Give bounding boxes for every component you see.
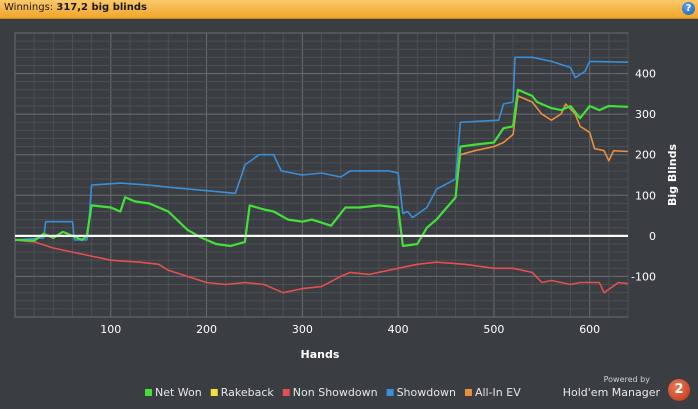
ticks-group: 100 200 300 400 500 600 -100 0 100 200 300 400	[100, 68, 656, 336]
y-tick-label: -100	[631, 270, 656, 283]
y-tick-label: 100	[635, 189, 656, 202]
brand: Powered by Hold'em Manager 2	[560, 375, 690, 405]
hem-logo-icon: 2	[668, 379, 690, 401]
powered-by-text: Powered by	[603, 375, 650, 384]
y-tick-label: 200	[635, 149, 656, 162]
x-tick-label: 200	[196, 323, 217, 336]
winnings-header: Winnings: 317,2 big blinds ?	[0, 0, 698, 19]
legend-label: Showdown	[397, 386, 456, 399]
legend: Net Won Rakeback Non Showdown Showdown All-I…	[145, 386, 521, 399]
series-line-showdown	[14, 56, 629, 241]
x-tick-label: 400	[388, 323, 409, 336]
series-line-non-showdown	[14, 239, 629, 294]
x-tick-label: 500	[483, 323, 504, 336]
legend-label: Rakeback	[221, 386, 275, 399]
series-group	[14, 56, 629, 294]
graph: 100 200 300 400 500 600 -100 0 100 200 300 400 Hand…	[14, 32, 679, 399]
x-tick-label: 300	[292, 323, 313, 336]
y-tick-label: 0	[649, 230, 656, 243]
legend-swatch	[145, 389, 152, 396]
legend-swatch	[464, 389, 472, 396]
legend-swatch	[282, 389, 290, 396]
y-tick-label: 300	[635, 108, 656, 121]
winnings-label-text: Winnings:	[4, 2, 54, 13]
winnings-label: Winnings: 317,2 big blinds	[4, 2, 147, 13]
grid	[14, 32, 629, 318]
series-line-net-won	[14, 88, 629, 248]
legend-label: Non Showdown	[293, 386, 378, 399]
help-icon[interactable]: ?	[682, 2, 695, 15]
legend-label: Net Won	[155, 386, 202, 399]
y-tick-label: 400	[635, 68, 656, 81]
winnings-value: 317,2 big blinds	[56, 2, 147, 13]
legend-swatch	[210, 389, 218, 396]
x-axis-label: Hands	[301, 348, 340, 361]
brand-name: Hold'em Manager	[562, 386, 660, 399]
y-axis-label: Big Blinds	[666, 144, 679, 206]
legend-swatch	[386, 389, 394, 396]
legend-label: All-In EV	[475, 386, 521, 399]
x-tick-label: 600	[579, 323, 600, 336]
x-tick-label: 100	[100, 323, 121, 336]
